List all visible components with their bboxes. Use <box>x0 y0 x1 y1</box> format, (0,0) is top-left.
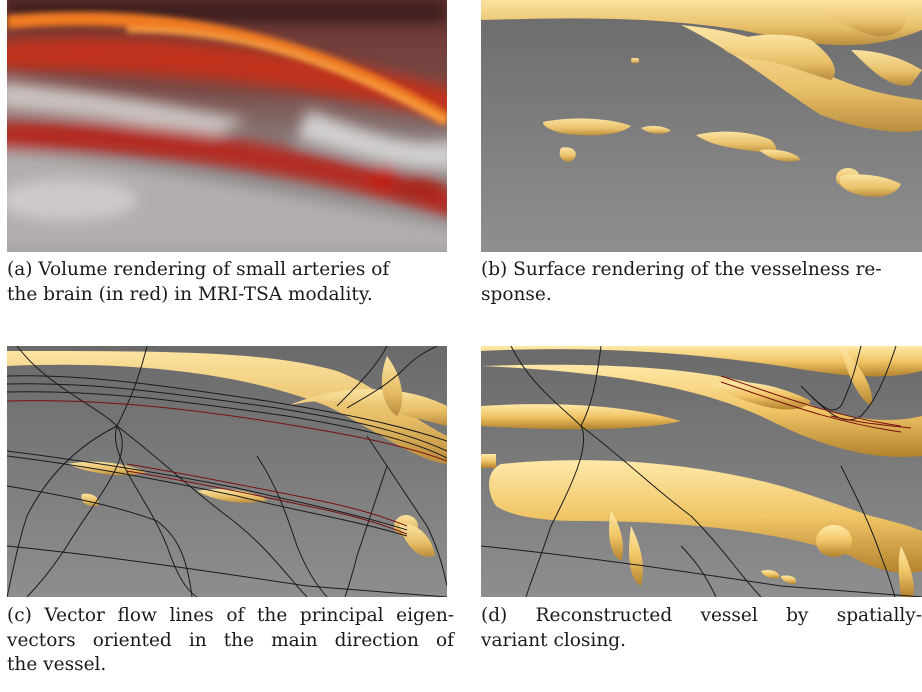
vector-flow-lines-image <box>7 346 447 597</box>
caption-d: (d) Reconstructed vessel by spatially- v… <box>481 604 922 653</box>
caption-line: (d) Reconstructed vessel by spatially- <box>481 605 922 626</box>
caption-line: (c) Vector flow lines of the principal e… <box>7 605 454 626</box>
vesselness-surface-rendering-image <box>481 0 922 252</box>
reconstructed-vessel-image <box>481 346 922 597</box>
caption-a: (a) Volume rendering of small arteries o… <box>7 258 457 307</box>
caption-b: (b) Surface rendering of the vesselness … <box>481 258 922 307</box>
caption-line: variant closing. <box>481 629 626 651</box>
caption-line: sponse. <box>481 283 552 305</box>
caption-line: (b) Surface rendering of the vesselness … <box>481 259 882 280</box>
caption-line: vectors oriented in the main direction o… <box>7 629 454 651</box>
caption-c: (c) Vector flow lines of the principal e… <box>7 604 454 678</box>
caption-line: the brain (in red) in MRI-TSA modality. <box>7 283 373 305</box>
caption-line: the vessel. <box>7 654 107 675</box>
mri-volume-rendering-image <box>7 0 447 252</box>
caption-line: (a) Volume rendering of small arteries o… <box>7 259 390 280</box>
